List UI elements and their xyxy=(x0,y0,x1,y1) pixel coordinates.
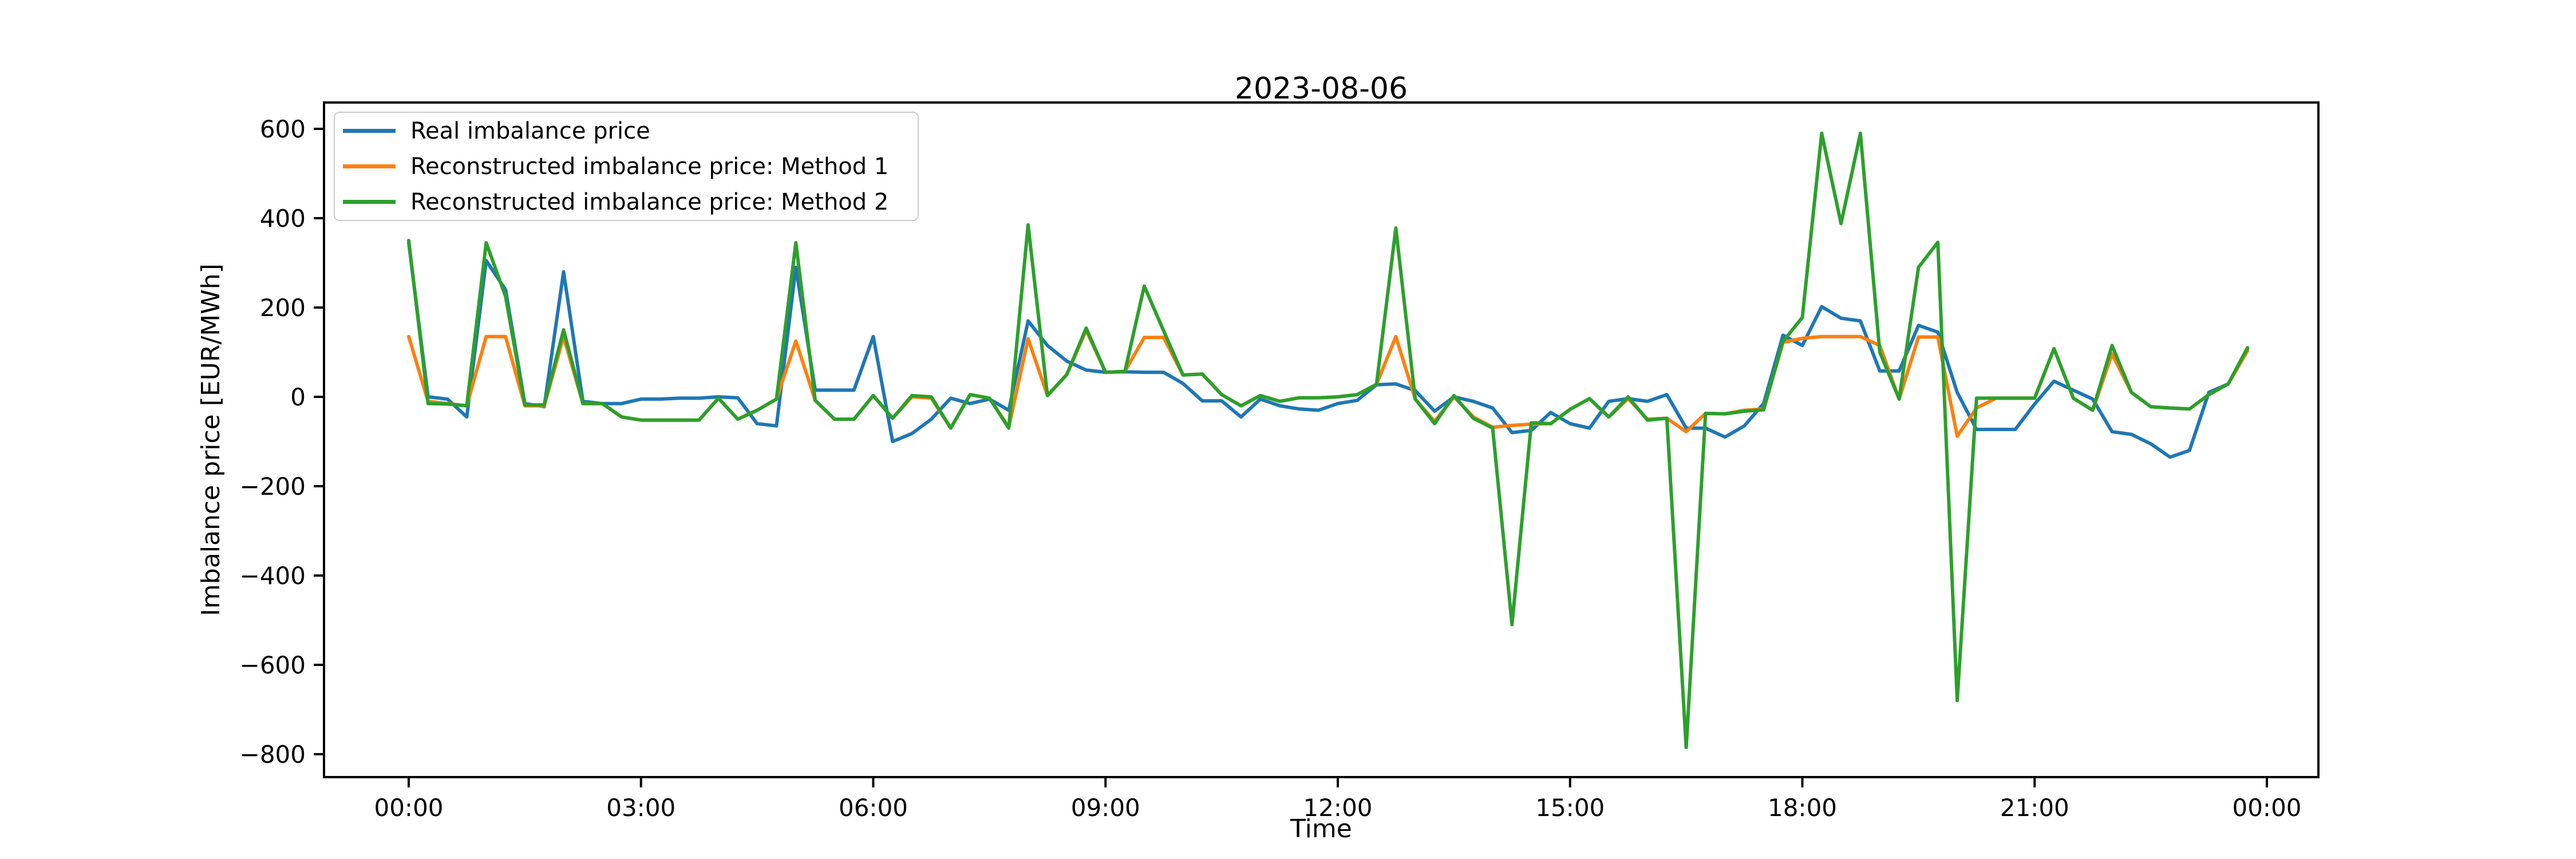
legend-item-1: Real imbalance price xyxy=(343,113,918,149)
plot-border xyxy=(323,101,2320,778)
x-tick-label: 00:00 xyxy=(374,794,443,822)
x-tick-label: 00:00 xyxy=(2232,794,2301,822)
series-line-1 xyxy=(407,241,2250,459)
legend-line-sample xyxy=(343,200,396,204)
series-lines xyxy=(407,131,2250,750)
y-tick-label: 200 xyxy=(260,294,306,322)
y-axis-label: Imbalance price [EUR/MWh] xyxy=(196,263,226,616)
y-tick-label: −800 xyxy=(240,740,306,769)
y-tick-label: −600 xyxy=(240,651,306,679)
x-tick-label: 03:00 xyxy=(606,794,675,822)
legend-line-sample xyxy=(343,164,396,168)
y-tick-label: 600 xyxy=(260,115,306,143)
x-axis-ticks: 00:00 03:00 06:00 09:00 12:00 15:00 18:00 21:00… xyxy=(374,777,2302,822)
y-axis-ticks: 600 400 200 0 −200 −400 −600 −800 xyxy=(240,115,324,769)
x-tick-label: 12:00 xyxy=(1303,794,1372,822)
legend-item-3: Reconstructed imbalance price: Method 2 xyxy=(343,184,918,220)
x-tick-label: 18:00 xyxy=(1768,794,1837,822)
y-tick-label: −200 xyxy=(240,472,306,501)
legend-label: Real imbalance price xyxy=(410,117,650,144)
legend-item-2: Reconstructed imbalance price: Method 1 xyxy=(343,149,918,184)
chart-title: 2023-08-06 xyxy=(1235,72,1408,106)
legend: Real imbalance price Reconstructed imbala… xyxy=(334,112,919,221)
x-axis-label: Time xyxy=(1290,814,1352,844)
y-tick-label: 400 xyxy=(260,204,306,233)
x-tick-label: 15:00 xyxy=(1535,794,1605,822)
x-tick-label: 09:00 xyxy=(1071,794,1140,822)
legend-label: Reconstructed imbalance price: Method 2 xyxy=(410,188,889,215)
x-tick-label: 21:00 xyxy=(2000,794,2069,822)
legend-label: Reconstructed imbalance price: Method 1 xyxy=(410,153,889,180)
y-tick-label: 0 xyxy=(290,383,306,411)
x-tick-label: 06:00 xyxy=(839,794,908,822)
legend-line-sample xyxy=(343,129,396,133)
series-line-3 xyxy=(407,131,2250,750)
y-tick-label: −400 xyxy=(240,562,306,590)
